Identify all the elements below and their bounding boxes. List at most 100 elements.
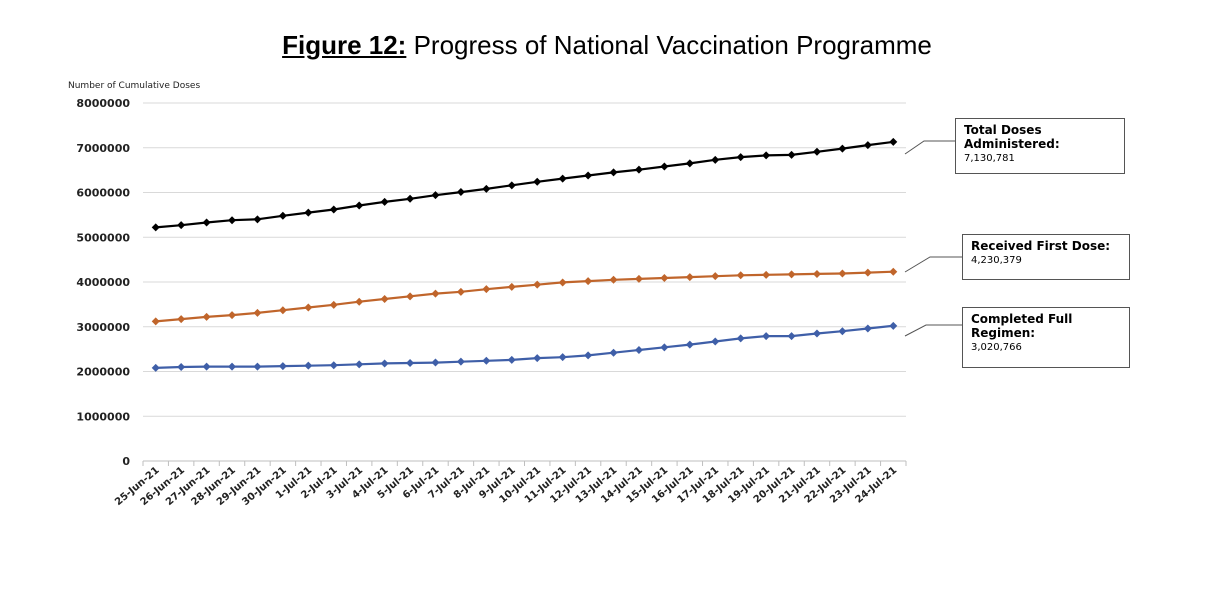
callout-first-dose: Received First Dose: 4,230,379 <box>962 234 1130 280</box>
series-line <box>155 324 894 369</box>
data-point <box>889 321 898 330</box>
data-point <box>558 278 567 287</box>
data-point <box>533 354 542 363</box>
data-point <box>456 287 465 296</box>
data-point <box>838 269 847 278</box>
data-point <box>482 356 491 365</box>
data-point <box>507 181 516 190</box>
data-point <box>406 194 415 203</box>
data-point <box>151 317 160 326</box>
data-point <box>685 159 694 168</box>
y-tick-label: 3000000 <box>76 321 130 334</box>
series-line <box>155 140 894 229</box>
data-point <box>228 362 237 371</box>
callout-value: 4,230,379 <box>971 255 1022 266</box>
y-tick-label: 0 <box>122 455 130 468</box>
y-tick-label: 1000000 <box>76 410 130 423</box>
data-point <box>711 155 720 164</box>
data-point <box>228 311 237 320</box>
data-point <box>762 151 771 160</box>
callout-leaders <box>904 140 962 337</box>
callout-label: Completed Full Regimen: <box>971 312 1073 340</box>
callout-label: Received First Dose: <box>971 239 1111 253</box>
data-point <box>278 306 287 315</box>
y-tick-label: 8000000 <box>76 97 130 110</box>
data-point <box>355 297 364 306</box>
series-line <box>155 270 894 323</box>
data-point <box>278 211 287 220</box>
data-point <box>889 267 898 276</box>
chart-title: Figure 12: Progress of National Vaccinat… <box>0 30 1214 61</box>
data-point <box>838 144 847 153</box>
data-point <box>584 277 593 286</box>
data-point <box>355 360 364 369</box>
data-point <box>304 303 313 312</box>
series-2 <box>151 321 898 372</box>
data-point <box>406 292 415 301</box>
data-point <box>660 343 669 352</box>
figure-title-text: Progress of National Vaccination Program… <box>406 30 932 60</box>
data-point <box>278 362 287 371</box>
y-axis-label: Number of Cumulative Doses <box>68 81 200 91</box>
data-point <box>380 295 389 304</box>
data-point <box>558 353 567 362</box>
data-point <box>609 348 618 357</box>
data-point <box>863 324 872 333</box>
data-point <box>736 153 745 162</box>
data-point <box>711 272 720 281</box>
data-point <box>228 216 237 225</box>
data-point <box>812 329 821 338</box>
data-point <box>253 362 262 371</box>
data-point <box>863 268 872 277</box>
data-point <box>812 147 821 156</box>
leader-line <box>904 256 962 273</box>
data-point <box>329 205 338 214</box>
data-point <box>660 273 669 282</box>
data-point <box>736 334 745 343</box>
y-axis: 0 1000000 2000000 3000000 4000000 5000000 6000… <box>76 97 130 468</box>
data-point <box>787 332 796 341</box>
data-point <box>329 361 338 370</box>
callout-value: 3,020,766 <box>971 342 1022 353</box>
data-point <box>380 359 389 368</box>
callout-label: Total Doses Administered: <box>964 123 1060 151</box>
gridlines <box>143 102 906 417</box>
data-point <box>507 355 516 364</box>
data-point <box>482 184 491 193</box>
data-point <box>202 362 211 371</box>
leader-line <box>904 140 955 155</box>
data-point <box>177 363 186 372</box>
y-tick-label: 7000000 <box>76 142 130 155</box>
data-point <box>151 363 160 372</box>
data-point <box>507 282 516 291</box>
data-point <box>609 168 618 177</box>
y-tick-label: 2000000 <box>76 366 130 379</box>
data-point <box>812 269 821 278</box>
leader-line <box>904 324 962 337</box>
data-point <box>762 270 771 279</box>
data-point <box>456 188 465 197</box>
data-point <box>762 332 771 341</box>
callout-total-doses: Total Doses Administered: 7,130,781 <box>955 118 1125 174</box>
callout-full-regimen: Completed Full Regimen: 3,020,766 <box>962 307 1130 368</box>
data-point <box>380 197 389 206</box>
series-0 <box>151 137 898 232</box>
data-point <box>253 215 262 224</box>
data-point <box>431 358 440 367</box>
data-point <box>685 273 694 282</box>
data-point <box>685 340 694 349</box>
data-point <box>304 361 313 370</box>
data-point <box>151 223 160 232</box>
data-point <box>304 208 313 217</box>
data-point <box>584 351 593 360</box>
data-point <box>533 280 542 289</box>
data-point <box>863 141 872 150</box>
data-point <box>533 177 542 186</box>
data-point <box>736 271 745 280</box>
data-point <box>787 270 796 279</box>
data-point <box>431 289 440 298</box>
data-point <box>889 137 898 146</box>
data-point <box>431 191 440 200</box>
series-1 <box>151 267 898 326</box>
data-point <box>711 337 720 346</box>
